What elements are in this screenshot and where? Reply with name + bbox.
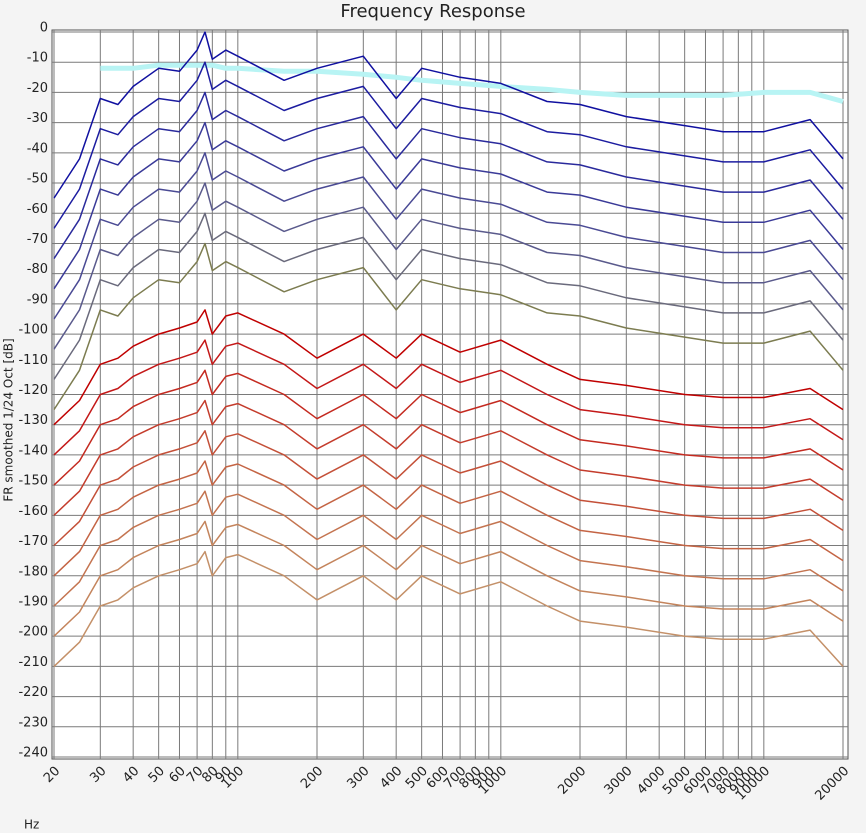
series-line <box>53 61 844 229</box>
x-tick-label: 300 <box>344 764 372 792</box>
y-tick-label: -140 <box>18 443 48 458</box>
y-axis-label: FR smoothed 1/24 Oct [dB] <box>2 338 16 501</box>
series-line <box>53 550 844 667</box>
y-tick-label: -80 <box>27 262 48 277</box>
y-tick-label: -120 <box>18 383 48 398</box>
chart-title: Frequency Response <box>340 1 525 22</box>
y-tick-label: 0 <box>40 21 48 36</box>
series-line <box>53 31 844 199</box>
y-tick-label: -40 <box>27 141 48 156</box>
x-tick-label: 30 <box>87 764 109 786</box>
y-tick-label: -240 <box>18 746 48 761</box>
y-tick-label: -200 <box>18 625 48 640</box>
y-tick-label: -170 <box>18 534 48 549</box>
y-tick-label: -110 <box>18 353 48 368</box>
series-line <box>53 152 844 320</box>
x-tick-label: 20000 <box>812 764 852 804</box>
series-line <box>53 369 844 486</box>
y-tick-label: -100 <box>18 323 48 338</box>
y-tick-label: -70 <box>27 232 48 247</box>
y-tick-label: -160 <box>18 504 48 519</box>
y-tick-label: -20 <box>27 81 48 96</box>
series-line <box>100 62 844 104</box>
y-tick-label: -90 <box>27 292 48 307</box>
x-tick-label: 3000 <box>602 764 636 798</box>
x-tick-label: 4000 <box>634 764 668 798</box>
y-tick-label: -180 <box>18 564 48 579</box>
y-tick-label: -10 <box>27 51 48 66</box>
x-tick-label: 20 <box>41 764 63 786</box>
y-tick-label: -30 <box>27 111 48 126</box>
y-tick-label: -130 <box>18 413 48 428</box>
y-tick-label: -150 <box>18 474 48 489</box>
x-tick-label: 50 <box>146 764 168 786</box>
x-tick-label: 2000 <box>555 764 589 798</box>
series-line <box>53 490 844 607</box>
series-line <box>53 309 844 426</box>
y-tick-label: -230 <box>18 715 48 730</box>
series-line <box>53 182 844 350</box>
series-line <box>53 212 844 380</box>
series-line <box>53 520 844 637</box>
y-tick-label: -60 <box>27 202 48 217</box>
series-line <box>53 121 844 290</box>
y-tick-label: -50 <box>27 172 48 187</box>
x-tick-label: 400 <box>377 764 405 792</box>
series-line <box>53 430 844 547</box>
series-line <box>53 460 844 577</box>
series-line <box>53 399 844 516</box>
x-tick-label: 40 <box>120 764 142 786</box>
y-tick-label: -210 <box>18 655 48 670</box>
series-line <box>53 339 844 456</box>
x-axis-label: Hz <box>24 818 39 832</box>
series-line <box>53 242 844 411</box>
y-tick-label: -190 <box>18 594 48 609</box>
series-line <box>53 91 844 260</box>
x-tick-label: 200 <box>298 764 326 792</box>
y-tick-label: -220 <box>18 685 48 700</box>
